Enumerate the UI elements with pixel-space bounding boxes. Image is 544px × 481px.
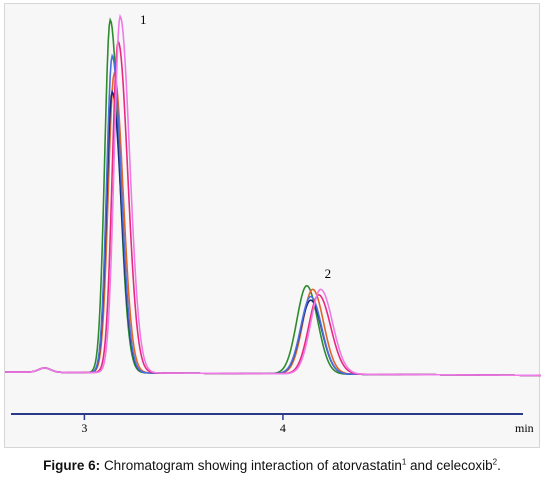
peak-label-layer: 12: [140, 12, 331, 281]
peak-label-1: 1: [140, 12, 147, 27]
caption-label: Figure 6:: [43, 458, 101, 473]
x-tick-label-3: 3: [81, 421, 87, 435]
series-line-5: [5, 39, 541, 377]
series-line-1: [5, 17, 541, 377]
x-tick-label-4: 4: [280, 421, 286, 435]
series-layer: [5, 13, 541, 377]
caption-mid: and celecoxib: [406, 458, 493, 473]
series-line-6: [5, 13, 541, 377]
figure-caption: Figure 6: Chromatogram showing interacti…: [4, 458, 540, 473]
series-line-4: [5, 53, 541, 377]
caption-sup-1: 1: [401, 457, 407, 467]
x-axis-unit-label: min: [515, 421, 534, 435]
caption-text: Chromatogram showing interaction of ator…: [103, 458, 402, 473]
peak-label-2: 2: [325, 266, 332, 281]
series-line-2: [5, 71, 541, 377]
caption-sup-2: 2: [492, 457, 498, 467]
series-line-3: [5, 89, 541, 377]
caption-end: .: [497, 458, 501, 473]
